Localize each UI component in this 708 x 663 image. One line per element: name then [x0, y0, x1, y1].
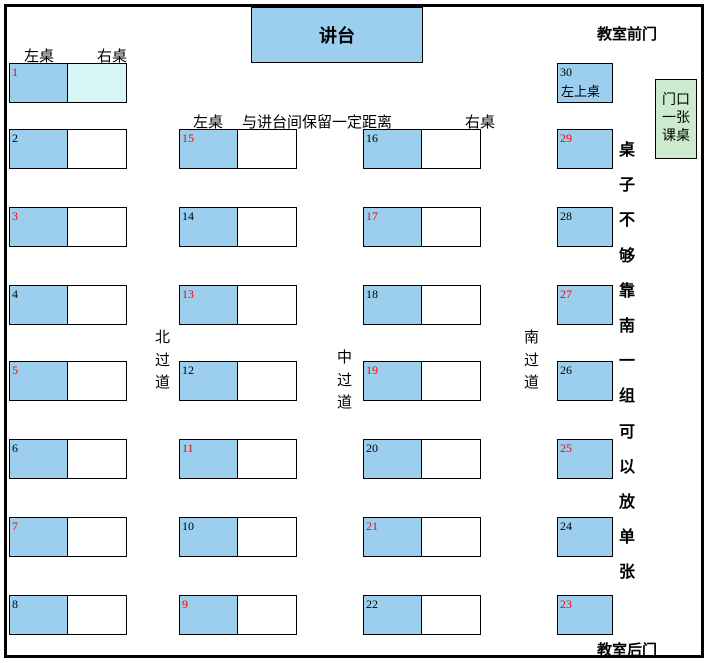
desk-17: 17 — [363, 207, 481, 247]
desk-3: 3 — [9, 207, 127, 247]
podium: 讲台 — [251, 7, 423, 63]
desk-18: 18 — [363, 285, 481, 325]
desk-16: 16 — [363, 129, 481, 169]
desk-10: 10 — [179, 517, 297, 557]
desk-19: 19 — [363, 361, 481, 401]
desk-15: 15 — [179, 129, 297, 169]
desk-13: 13 — [179, 285, 297, 325]
door-desk-box: 门口一张课桌 — [655, 79, 697, 159]
desk-5: 5 — [9, 361, 127, 401]
desk-26: 26 — [557, 361, 613, 401]
desk-27: 27 — [557, 285, 613, 325]
aisle-mid: 中过道 — [337, 347, 352, 415]
desk-20: 20 — [363, 439, 481, 479]
desk-1: 1 — [9, 63, 127, 103]
classroom-layout: 讲台教室前门左桌右桌左桌与讲台间保留一定距离右桌教室后门北过道中过道南过道桌子不… — [4, 4, 704, 658]
desk-9: 9 — [179, 595, 297, 635]
desk-22: 22 — [363, 595, 481, 635]
desk-2: 2 — [9, 129, 127, 169]
desk-30: 30左上桌 — [557, 63, 613, 103]
desk-23: 23 — [557, 595, 613, 635]
aisle-south: 南过道 — [524, 327, 539, 395]
desk-21: 21 — [363, 517, 481, 557]
desk-8: 8 — [9, 595, 127, 635]
desk-4: 4 — [9, 285, 127, 325]
label-front-door: 教室前门 — [597, 23, 657, 44]
side-note: 桌子不够靠南一组可以放单张 — [619, 133, 635, 590]
desk-28: 28 — [557, 207, 613, 247]
desk-12: 12 — [179, 361, 297, 401]
desk-11: 11 — [179, 439, 297, 479]
desk-29: 29 — [557, 129, 613, 169]
desk-14: 14 — [179, 207, 297, 247]
desk-25: 25 — [557, 439, 613, 479]
desk-24: 24 — [557, 517, 613, 557]
aisle-north: 北过道 — [155, 327, 170, 395]
desk-6: 6 — [9, 439, 127, 479]
desk-7: 7 — [9, 517, 127, 557]
label-back-door: 教室后门 — [597, 639, 657, 660]
